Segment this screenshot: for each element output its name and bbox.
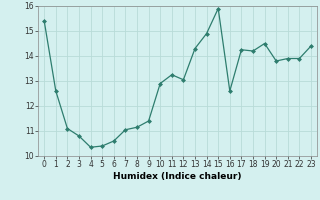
X-axis label: Humidex (Indice chaleur): Humidex (Indice chaleur)	[113, 172, 242, 181]
